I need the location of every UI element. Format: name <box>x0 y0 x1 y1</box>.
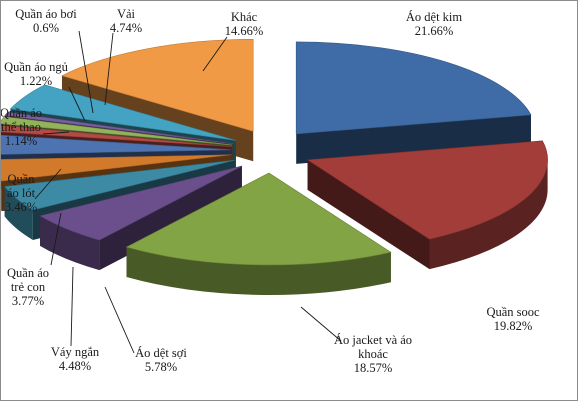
slice-label-9: Quần áo bơi 0.6% <box>15 7 77 35</box>
slice-label-7: Quần áo thể thao 1.14% <box>1 106 42 148</box>
pie-slice-0 <box>295 41 532 164</box>
leader-line-8 <box>68 86 86 122</box>
leader-line-9 <box>78 30 94 114</box>
slice-label-2: Áo jacket và áo khoác 18.57% <box>334 333 412 375</box>
leader-line-10 <box>104 32 114 106</box>
slice-label-4: Váy ngắn 4.48% <box>51 345 100 373</box>
leader-line-4 <box>70 266 74 347</box>
slice-label-5: Quần áo trẻ con 3.77% <box>7 266 49 308</box>
slice-label-10: Vải 4.74% <box>110 7 142 35</box>
slice-label-1: Quần sooc 19.82% <box>486 305 540 333</box>
slice-label-8: Quần áo ngủ 1.22% <box>4 60 69 88</box>
slice-label-6: Quần áo lót 3.46% <box>5 172 37 214</box>
pie-slice-2 <box>125 172 392 295</box>
slice-label-0: Áo dệt kim 21.66% <box>406 10 463 38</box>
leader-line-7 <box>42 131 70 135</box>
slice-label-11: Khác 14.66% <box>225 10 264 38</box>
pie-slice-1 <box>306 140 548 270</box>
leader-line-5 <box>50 212 62 266</box>
leader-line-3 <box>104 286 135 354</box>
slice-label-3: Áo dệt sợi 5.78% <box>135 346 187 374</box>
leader-line-11 <box>202 36 228 72</box>
leader-line-6 <box>34 168 62 200</box>
leader-line-2 <box>300 306 342 342</box>
